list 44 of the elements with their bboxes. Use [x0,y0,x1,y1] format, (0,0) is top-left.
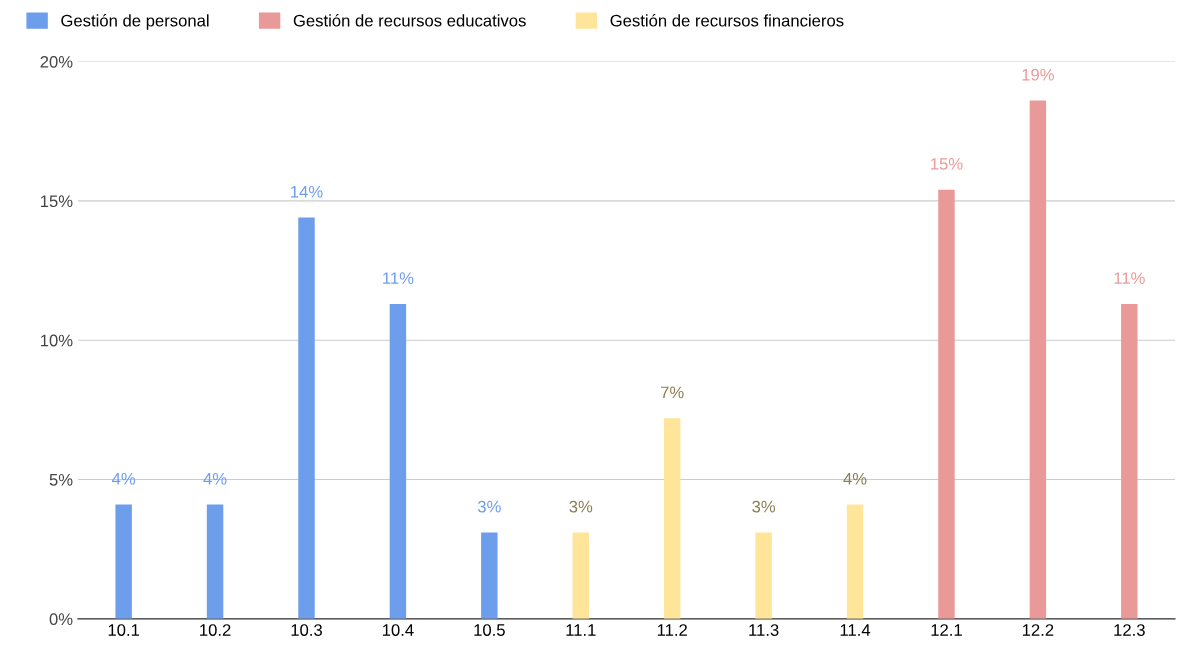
data-label: 11% [383,272,414,284]
x-tick-label: 12.1 [931,624,962,636]
data-label: 11% [1114,272,1145,284]
data-label: 4% [203,472,227,485]
bar [755,532,772,619]
legend-label: Gestión de recursos educativos [293,14,526,27]
bar [846,504,864,619]
data-label: 3% [569,500,593,513]
data-label: 4% [111,472,136,485]
legend-label: Gestión de personal [61,14,209,30]
data-label: 14% [291,185,323,198]
y-tick-label: 20% [40,55,73,68]
y-tick-label: 5% [49,473,73,486]
bar [572,532,589,619]
data-label: 3% [477,500,501,513]
data-label: 19% [1022,68,1054,81]
bar [1029,100,1047,619]
x-tick-label: 10.5 [474,624,505,636]
x-tick-label: 12.3 [1114,624,1145,636]
data-label: 15% [931,158,963,170]
bar [206,504,224,619]
bar [115,504,132,619]
data-label: 4% [843,472,867,485]
bar [389,303,407,619]
legend-label: Gestión de recursos financieros [610,14,844,27]
bar [1121,303,1138,619]
x-tick-label: 10.3 [291,624,322,636]
bar [481,532,498,619]
x-tick-label: 10.2 [200,624,231,636]
data-label: 3% [752,500,776,513]
bar [663,418,681,619]
y-tick-label: 10% [40,334,73,347]
bar [298,217,315,619]
data-label: 7% [661,386,684,399]
x-tick-label: 11.2 [657,624,687,636]
y-tick-label: 0% [49,613,73,626]
y-tick-label: 15% [40,195,73,208]
bar [938,189,955,619]
x-tick-label: 10.4 [382,624,414,636]
x-tick-label: 11.4 [840,624,871,636]
x-tick-label: 11.1 [566,624,596,636]
x-tick-label: 12.2 [1022,624,1054,636]
x-tick-label: 10.1 [108,624,140,636]
x-tick-label: 11.3 [749,624,779,636]
